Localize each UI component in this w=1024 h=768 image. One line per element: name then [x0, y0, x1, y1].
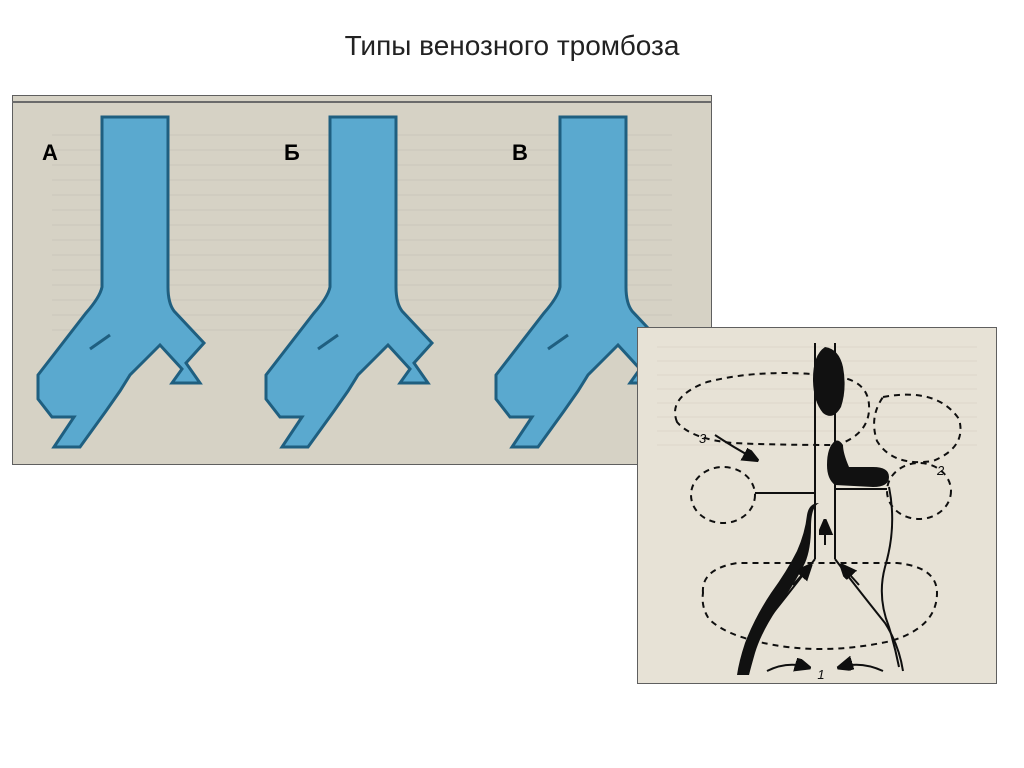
- venous-route-svg: 1 2 3: [637, 327, 997, 684]
- thrombosis-types-svg: А Б: [12, 95, 712, 465]
- panel-a-label: А: [42, 140, 58, 165]
- thrombosis-types-figure: А Б: [12, 95, 712, 465]
- venous-route-figure: 1 2 3: [637, 327, 997, 684]
- slide: Типы венозного тромбоза: [0, 0, 1024, 768]
- number-3: 3: [699, 431, 707, 446]
- panel-b-label: Б: [284, 140, 300, 165]
- page-title: Типы венозного тромбоза: [0, 30, 1024, 62]
- panel-c-label: В: [512, 140, 528, 165]
- number-2: 2: [936, 463, 945, 478]
- number-1: 1: [817, 667, 824, 682]
